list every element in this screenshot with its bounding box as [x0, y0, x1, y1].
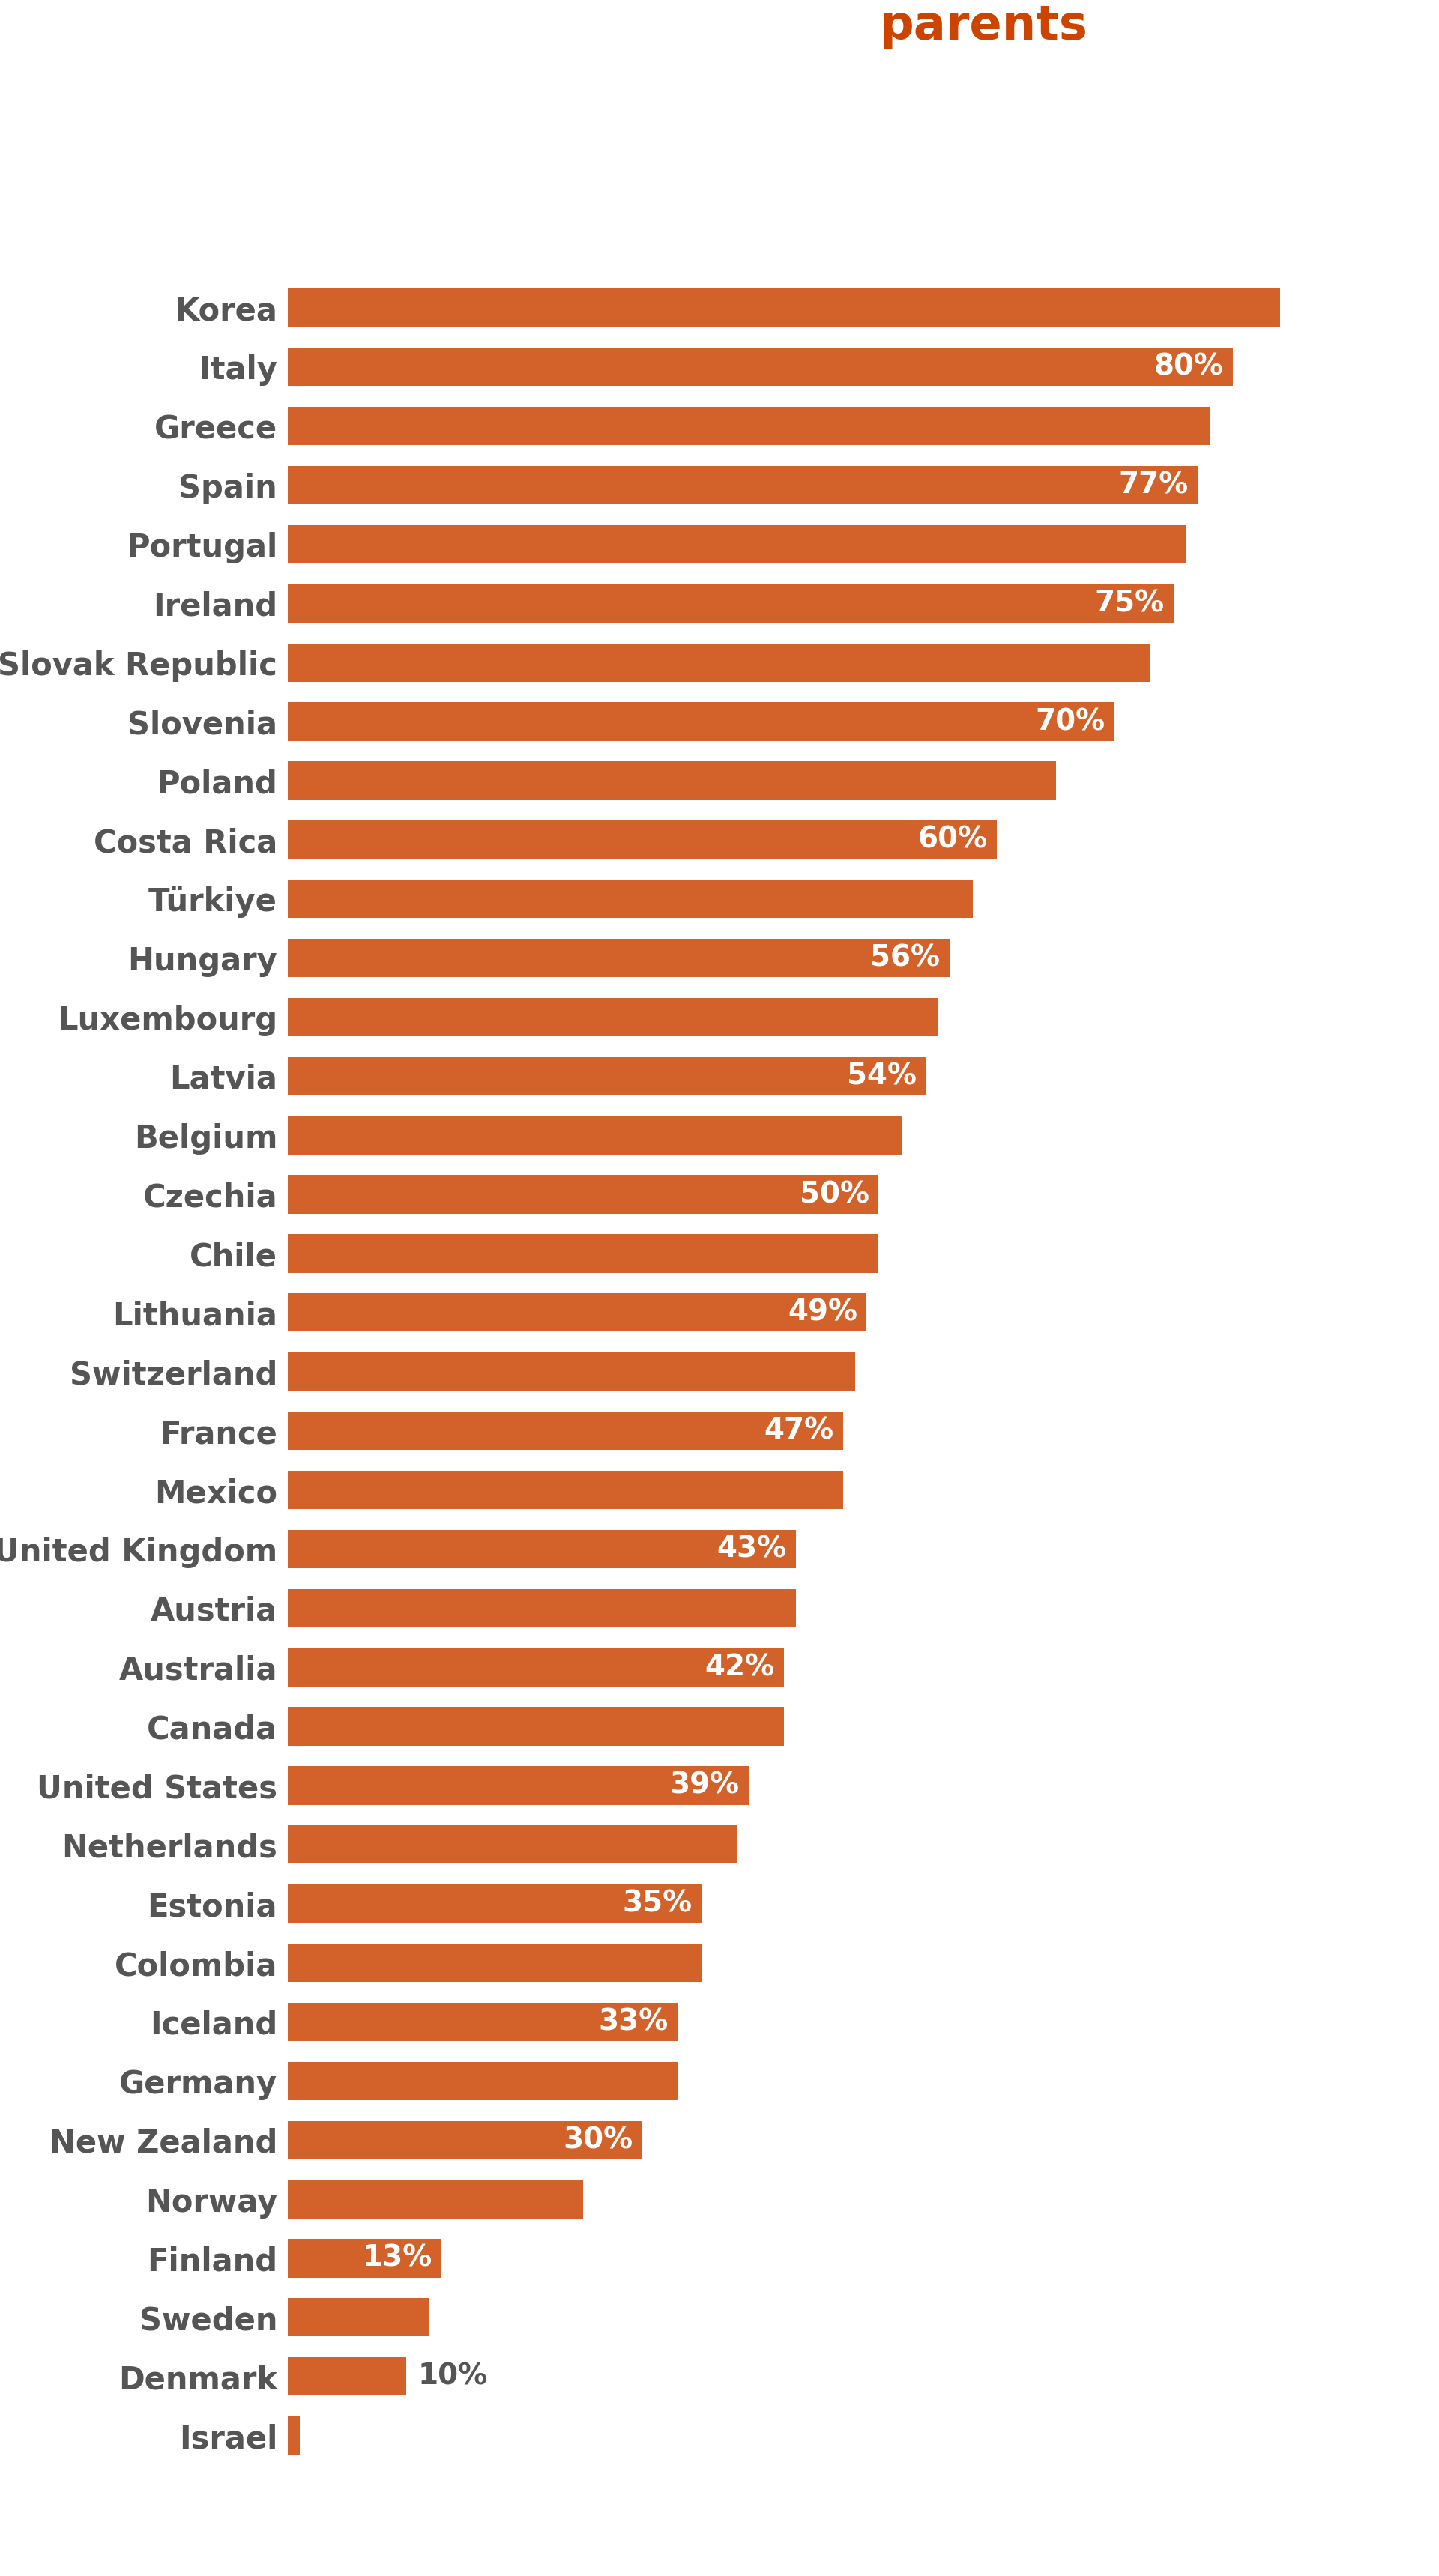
Bar	[288, 2179, 583, 2218]
Text: Young adults living with their
parents: Young adults living with their parents	[586, 0, 1381, 49]
Bar	[288, 1530, 796, 1569]
Bar	[288, 1234, 879, 1273]
Bar	[288, 526, 1186, 564]
Bar	[288, 1293, 866, 1332]
Bar	[288, 997, 938, 1036]
Bar	[288, 2298, 430, 2336]
Bar	[288, 1175, 879, 1213]
Text: 75%: 75%	[1095, 590, 1164, 618]
Bar	[288, 1589, 796, 1628]
Bar	[288, 466, 1197, 505]
Text: 60%: 60%	[918, 824, 987, 855]
Text: 43%: 43%	[717, 1535, 786, 1564]
Bar	[288, 878, 973, 917]
Text: 47%: 47%	[764, 1417, 833, 1445]
Text: 13%: 13%	[363, 2244, 432, 2272]
Bar	[288, 1412, 843, 1450]
Bar	[288, 1649, 784, 1687]
Bar	[288, 1826, 737, 1865]
Text: 54%: 54%	[846, 1061, 917, 1090]
Bar	[288, 1886, 701, 1922]
Bar	[288, 2239, 442, 2277]
Text: 10%: 10%	[417, 2362, 488, 2391]
Bar	[288, 407, 1209, 446]
Bar	[288, 822, 997, 858]
Bar	[288, 1056, 925, 1095]
Bar	[288, 1471, 843, 1510]
Text: 56%: 56%	[871, 943, 940, 971]
Bar	[288, 2061, 678, 2099]
Bar	[288, 1352, 855, 1391]
Bar	[288, 1115, 902, 1154]
Text: 70%: 70%	[1036, 708, 1105, 737]
Bar	[288, 1767, 748, 1806]
Text: 30%: 30%	[563, 2125, 633, 2154]
Text: 39%: 39%	[669, 1772, 740, 1801]
Bar	[288, 1708, 784, 1747]
Bar	[288, 1942, 701, 1981]
Text: 49%: 49%	[787, 1298, 858, 1327]
Text: 77%: 77%	[1118, 471, 1189, 500]
Bar	[288, 2357, 406, 2396]
Bar	[288, 2002, 678, 2040]
Text: 80%: 80%	[1154, 353, 1223, 381]
Bar	[288, 703, 1115, 742]
Bar	[288, 2416, 299, 2455]
Text: 42%: 42%	[705, 1654, 774, 1682]
Bar	[288, 762, 1056, 801]
Bar	[288, 938, 950, 976]
Bar	[288, 585, 1174, 623]
Bar	[288, 289, 1281, 327]
Text: 33%: 33%	[599, 2007, 668, 2035]
Bar	[288, 644, 1150, 683]
Bar	[288, 348, 1233, 386]
Bar	[288, 2120, 642, 2159]
Text: 35%: 35%	[622, 1888, 692, 1919]
Text: 50%: 50%	[800, 1180, 869, 1208]
